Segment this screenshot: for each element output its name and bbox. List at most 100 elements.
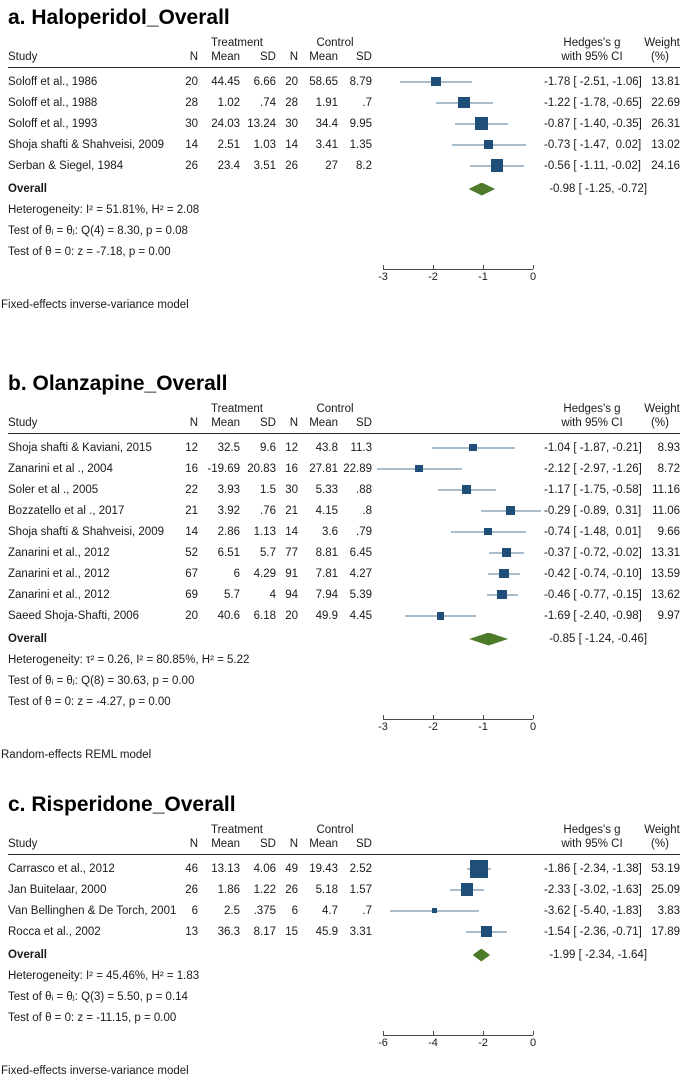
stats-line: Heterogeneity: τ² = 0.26, I² = 80.85%, H…: [8, 654, 250, 666]
axis-tick-label: 0: [529, 721, 537, 733]
study-plot-cell: [372, 458, 544, 479]
study-plot-cell: [372, 563, 544, 584]
control-sd-value: 2.52: [349, 862, 372, 875]
treatment-mean-value: 2.5: [224, 904, 240, 917]
treatment-sd-value: 4: [269, 588, 276, 601]
control-n-label: N: [289, 51, 298, 63]
treatment-sd-value: 1.03: [253, 138, 276, 151]
effect-square-marker: [506, 506, 515, 515]
study-row: Shoja shafti & Kaviani, 2015 12 32.5 9.6 12 4…: [8, 437, 685, 458]
axis-tick-label: -2: [428, 271, 438, 283]
study-plot-cell: [372, 92, 544, 113]
stats-line: Test of θᵢ = θⱼ: Q(8) = 30.63, p = 0.00: [8, 675, 195, 687]
treatment-mean-value: 6: [233, 567, 240, 580]
study-plot-cell: [372, 605, 544, 626]
study-plot-cell: [372, 879, 544, 900]
treatment-sd-value: 4.06: [253, 862, 276, 875]
control-n-value: 91: [285, 567, 298, 580]
study-plot-cell: [372, 113, 544, 134]
effect-square-marker: [458, 96, 470, 109]
control-n-value: 26: [285, 883, 298, 896]
treatment-mean-value: 2.86: [217, 525, 240, 538]
treatment-mean-value: 36.3: [217, 925, 240, 938]
treatment-mean-value: 3.93: [217, 483, 240, 496]
study-row: Jan Buitelaar, 2000 26 1.86 1.22 26 5.18 1.57 -…: [8, 879, 685, 900]
panel-title: c. Risperidone_Overall: [8, 793, 236, 816]
study-name: Rocca et al., 2002: [8, 925, 101, 938]
treatment-mean-value: 13.13: [211, 862, 240, 875]
overall-diamond-marker: [468, 182, 496, 196]
control-n-value: 49: [285, 862, 298, 875]
overall-row: Overall -0.85 [ -1.24, -0.46]: [8, 628, 685, 650]
control-mean-label: Mean: [309, 838, 338, 850]
control-n-value: 30: [285, 117, 298, 130]
control-sd-value: 22.89: [343, 462, 372, 475]
control-sd-label: SD: [356, 417, 372, 429]
study-name: Zanarini et al., 2012: [8, 546, 110, 559]
x-axis-line: [383, 719, 533, 720]
treatment-group-label: Treatment: [211, 824, 263, 836]
effect-square-marker: [501, 547, 511, 557]
control-sd-value: 9.95: [349, 117, 372, 130]
study-name: Jan Buitelaar, 2000: [8, 883, 107, 896]
effect-square-marker: [415, 464, 423, 473]
control-mean-value: 27.81: [309, 462, 338, 475]
treatment-n-value: 20: [185, 609, 198, 622]
study-row: Carrasco et al., 2012 46 13.13 4.06 49 19.43 2…: [8, 858, 685, 879]
study-row: Zanarini et al., 2012 69 5.7 4 94 7.94 5.39 -0.…: [8, 584, 685, 605]
effect-ci-text: -1.69 [ -2.40, -0.98]: [544, 609, 642, 622]
treatment-group-label: Treatment: [211, 37, 263, 49]
weight-value: 26.31: [651, 117, 680, 130]
header-divider-line: [8, 433, 680, 434]
spacer: [276, 36, 298, 50]
axis-tick-label: 0: [529, 271, 537, 283]
treatment-n-value: 12: [185, 441, 198, 454]
column-group-header-row: Treatment Control Hedges's g Weight: [8, 402, 685, 416]
overall-diamond-marker: [469, 632, 509, 646]
x-axis-line: [383, 1035, 533, 1036]
treatment-sd-value: 6.18: [253, 609, 276, 622]
weight-value: 13.81: [651, 75, 680, 88]
control-n-value: 20: [285, 609, 298, 622]
control-mean-value: 45.9: [315, 925, 338, 938]
weight-value: 17.89: [651, 925, 680, 938]
treatment-sd-value: 13.24: [247, 117, 276, 130]
control-sd-value: 8.79: [349, 75, 372, 88]
study-name: Zanarini et al ., 2004: [8, 462, 113, 475]
effect-ci-text: -0.56 [ -1.11, -0.02]: [544, 159, 641, 172]
study-name: Carrasco et al., 2012: [8, 862, 115, 875]
treatment-n-value: 30: [185, 117, 198, 130]
panel-c: c. Risperidone_Overall Treatment Control He…: [0, 787, 685, 1077]
control-mean-value: 7.81: [315, 567, 338, 580]
stats-line: Test of θ = 0: z = -11.15, p = 0.00: [8, 1012, 177, 1024]
study-row: Van Bellinghen & De Torch, 2001 6 2.5 .375 6…: [8, 900, 685, 921]
control-sd-value: 4.45: [349, 609, 372, 622]
effect-ci-text: -0.87 [ -1.40, -0.35]: [544, 117, 642, 130]
effect-square-marker: [469, 443, 477, 452]
control-mean-value: 4.15: [315, 504, 338, 517]
stats-line: Test of θᵢ = θⱼ: Q(4) = 8.30, p = 0.08: [8, 225, 188, 237]
weight-value: 11.06: [652, 504, 680, 517]
study-name: Bozzatello et al ., 2017: [8, 504, 125, 517]
axis-tick-label: -3: [378, 721, 388, 733]
weight-value: 25.09: [651, 883, 680, 896]
study-plot-cell: [372, 900, 544, 921]
treatment-mean-value: 5.7: [224, 588, 240, 601]
column-header-row: Study N Mean SD N Mean SD with 95% CI (%): [8, 416, 685, 431]
spacer: [276, 823, 298, 837]
control-sd-value: 6.45: [349, 546, 372, 559]
model-note: Random-effects REML model: [1, 749, 152, 761]
control-group-label: Control: [316, 37, 354, 49]
axis-tick: [533, 1031, 534, 1035]
effect-ci-text: -2.33 [ -3.02, -1.63]: [544, 883, 642, 896]
control-n-label: N: [289, 417, 298, 429]
control-n-value: 30: [285, 483, 298, 496]
treatment-mean-label: Mean: [211, 51, 240, 63]
study-column-label: Study: [8, 51, 38, 63]
treatment-mean-value: 44.45: [211, 75, 240, 88]
control-sd-value: 1.57: [349, 883, 372, 896]
treatment-n-value: 26: [185, 159, 198, 172]
effect-ci-text: -1.86 [ -2.34, -1.38]: [544, 862, 642, 875]
overall-ci-text: -0.98 [ -1.25, -0.72]: [549, 183, 648, 195]
